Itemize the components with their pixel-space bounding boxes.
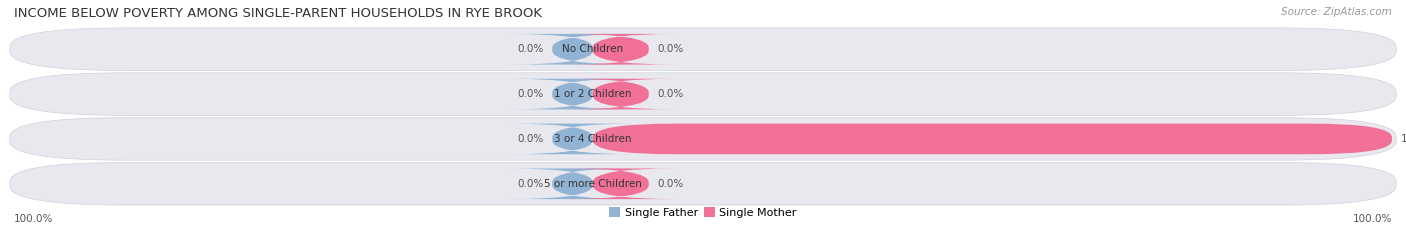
Text: 100.0%: 100.0% (1353, 214, 1392, 224)
Text: 0.0%: 0.0% (517, 44, 544, 54)
Text: 5 or more Children: 5 or more Children (544, 179, 641, 189)
Legend: Single Father, Single Mother: Single Father, Single Mother (609, 207, 797, 218)
Text: Source: ZipAtlas.com: Source: ZipAtlas.com (1281, 7, 1392, 17)
Text: 0.0%: 0.0% (657, 89, 683, 99)
Text: 3 or 4 Children: 3 or 4 Children (554, 134, 631, 144)
Text: 100.0%: 100.0% (14, 214, 53, 224)
Text: 0.0%: 0.0% (657, 179, 683, 189)
Text: INCOME BELOW POVERTY AMONG SINGLE-PARENT HOUSEHOLDS IN RYE BROOK: INCOME BELOW POVERTY AMONG SINGLE-PARENT… (14, 7, 543, 20)
Text: 0.0%: 0.0% (517, 179, 544, 189)
Text: 100.0%: 100.0% (1400, 134, 1406, 144)
Text: 0.0%: 0.0% (517, 89, 544, 99)
Text: 0.0%: 0.0% (657, 44, 683, 54)
Text: 1 or 2 Children: 1 or 2 Children (554, 89, 631, 99)
Text: 0.0%: 0.0% (517, 134, 544, 144)
Text: No Children: No Children (562, 44, 623, 54)
